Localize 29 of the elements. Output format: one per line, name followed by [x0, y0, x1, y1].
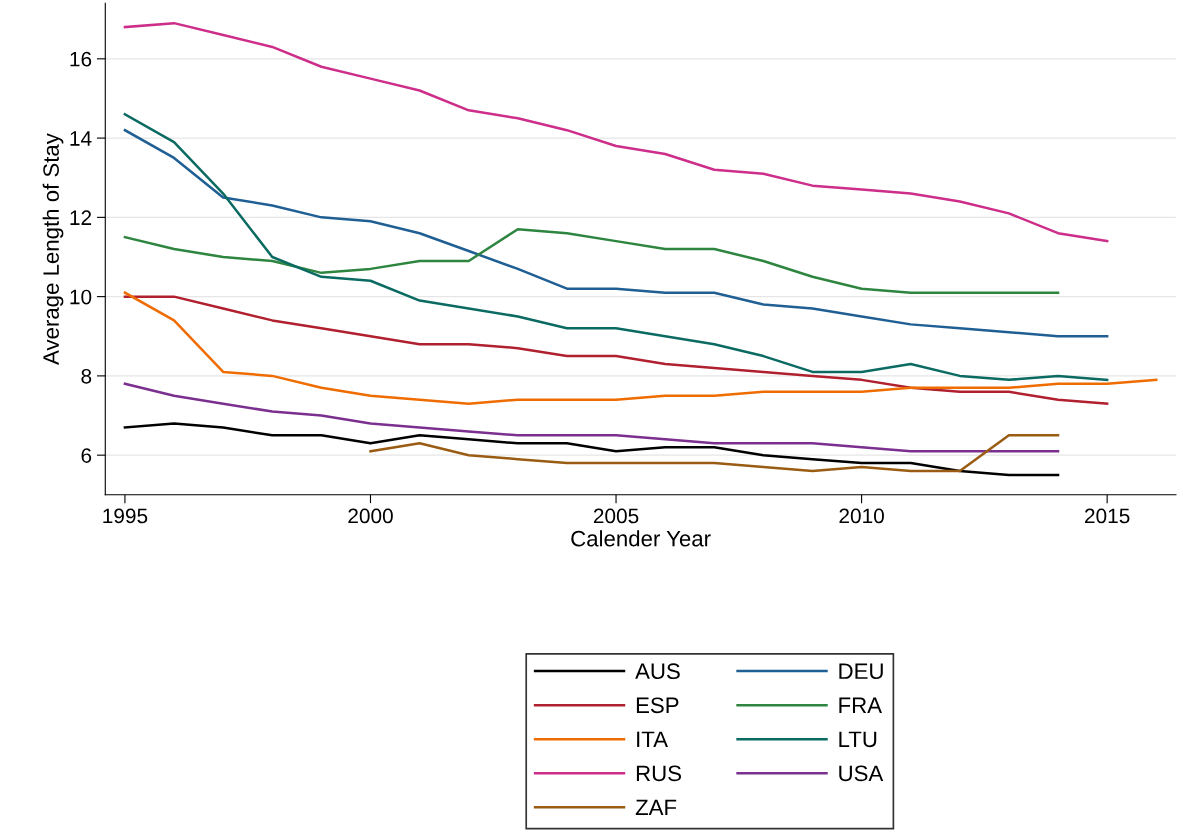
y-tick-label: 8 — [81, 368, 92, 384]
y-tick-label: 6 — [81, 448, 92, 463]
x-tick-label: 2010 — [839, 508, 884, 524]
line-series — [123, 382, 1060, 453]
line-series — [123, 113, 1109, 382]
y-tick-label: 14 — [70, 131, 92, 146]
line-series — [123, 21, 1109, 243]
y-tick-label: 10 — [70, 289, 92, 305]
x-tick-label: 2000 — [348, 508, 393, 524]
x-axis-title: Calender Year — [571, 530, 711, 547]
line-series — [123, 422, 1060, 477]
legend-label: LTU — [839, 731, 877, 748]
x-tick-label: 2015 — [1085, 508, 1130, 524]
legend-label: ESP — [636, 697, 679, 714]
line-series — [123, 128, 1109, 338]
line-series — [123, 228, 1060, 294]
line-series — [369, 434, 1060, 473]
legend-label: DEU — [839, 663, 883, 680]
y-axis-title: Average Length of Stay — [42, 133, 64, 365]
x-tick-label: 2005 — [593, 508, 639, 524]
legend-label: FRA — [839, 697, 882, 713]
y-tick-label: 16 — [70, 51, 92, 67]
legend-label: USA — [839, 765, 884, 782]
legend-label: ITA — [637, 731, 668, 747]
legend-label: ZAF — [635, 799, 677, 816]
legend-label: RUS — [636, 765, 681, 782]
y-tick-label: 12 — [70, 210, 92, 225]
legend-label: AUS — [635, 663, 680, 680]
x-tick-label: 1995 — [103, 508, 148, 524]
